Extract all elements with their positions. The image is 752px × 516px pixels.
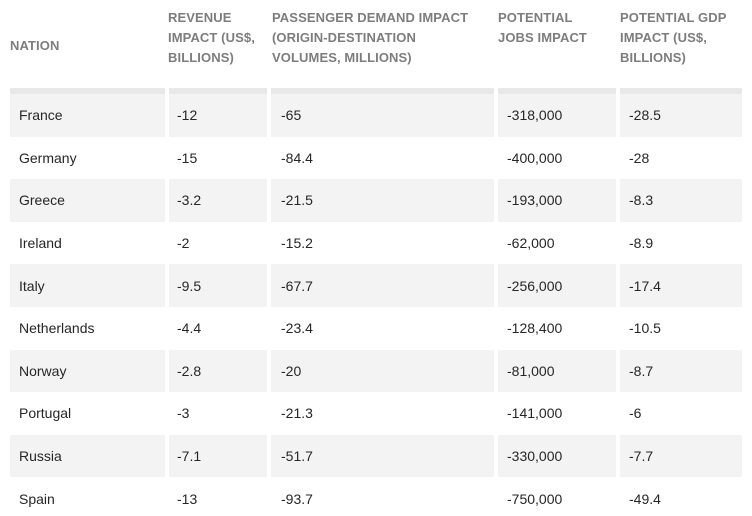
cell-revenue: -9.5 <box>177 277 202 294</box>
cell-passenger: -51.7 <box>281 448 313 465</box>
cell-jobs: -330,000 <box>507 448 563 465</box>
cell-gdp: -7.7 <box>629 448 654 465</box>
cell-nation: Norway <box>19 362 67 379</box>
table-row: Russia -7.1 -51.7 -330,000 -7.7 <box>10 434 742 478</box>
cell-passenger: -93.7 <box>281 490 313 507</box>
header-gdp-line: POTENTIAL GDP <box>620 10 727 25</box>
cell-nation: Germany <box>19 149 77 166</box>
cell-passenger: -20 <box>281 362 302 379</box>
cell-revenue: -7.1 <box>177 448 202 465</box>
column-divider <box>494 88 498 516</box>
header-gdp-line: IMPACT (US$, <box>620 30 707 45</box>
cell-jobs: -750,000 <box>507 490 563 507</box>
table-row: France -12 -65 -318,000 -28.5 <box>10 94 742 137</box>
cell-gdp: -17.4 <box>629 277 661 294</box>
cell-jobs: -318,000 <box>507 107 563 124</box>
header-nation-label: NATION <box>10 38 60 53</box>
cell-revenue: -3 <box>177 405 190 422</box>
cell-revenue: -13 <box>177 490 198 507</box>
cell-revenue: -4.4 <box>177 320 202 337</box>
cell-gdp: -28 <box>629 149 650 166</box>
cell-passenger: -84.4 <box>281 149 313 166</box>
cell-gdp: -8.7 <box>629 362 654 379</box>
cell-passenger: -67.7 <box>281 277 313 294</box>
cell-jobs: -256,000 <box>507 277 563 294</box>
cell-passenger: -15.2 <box>281 235 313 252</box>
cell-gdp: -49.4 <box>629 490 661 507</box>
cell-jobs: -81,000 <box>507 362 555 379</box>
cell-nation: Netherlands <box>19 320 95 337</box>
header-revenue: REVENUE IMPACT (US$, BILLIONS) <box>168 8 255 68</box>
cell-nation: Russia <box>19 448 62 465</box>
cell-gdp: -8.3 <box>629 192 654 209</box>
header-passenger-line: PASSENGER DEMAND IMPACT <box>272 10 469 25</box>
cell-jobs: -141,000 <box>507 405 563 422</box>
table-body: France -12 -65 -318,000 -28.5 Germany -15 -84.4… <box>10 94 742 516</box>
cell-revenue: -2.8 <box>177 362 202 379</box>
cell-revenue: -12 <box>177 107 198 124</box>
cell-passenger: -23.4 <box>281 320 313 337</box>
cell-passenger: -21.3 <box>281 405 313 422</box>
table-row: Ireland -2 -15.2 -62,000 -8.9 <box>10 222 742 265</box>
cell-nation: Greece <box>19 192 65 209</box>
cell-nation: Portugal <box>19 405 72 422</box>
header-nation: NATION <box>10 36 59 56</box>
column-divider <box>165 88 169 516</box>
cell-passenger: -21.5 <box>281 192 313 209</box>
cell-nation: Italy <box>19 277 45 294</box>
header-jobs-line: POTENTIAL <box>498 10 573 25</box>
header-divider-band <box>10 88 742 94</box>
header-passenger-line: (ORIGIN-DESTINATION <box>272 30 416 45</box>
cell-gdp: -28.5 <box>629 107 661 124</box>
cell-revenue: -3.2 <box>177 192 202 209</box>
table-row: Netherlands -4.4 -23.4 -128,400 -10.5 <box>10 307 742 350</box>
header-revenue-line: REVENUE <box>168 10 232 25</box>
cell-jobs: -193,000 <box>507 192 563 209</box>
table-row: Greece -3.2 -21.5 -193,000 -8.3 <box>10 179 742 222</box>
cell-passenger: -65 <box>281 107 302 124</box>
header-jobs: POTENTIAL JOBS IMPACT <box>498 8 587 48</box>
cell-jobs: -128,400 <box>507 320 563 337</box>
column-divider <box>267 88 271 516</box>
table-row: Spain -13 -93.7 -750,000 -49.4 <box>10 477 742 516</box>
cell-nation: France <box>19 107 63 124</box>
cell-gdp: -6 <box>629 405 642 422</box>
header-revenue-line: IMPACT (US$, <box>168 30 255 45</box>
cell-nation: Ireland <box>19 235 62 252</box>
header-passenger-line: VOLUMES, MILLIONS) <box>272 50 412 65</box>
table-header: NATION REVENUE IMPACT (US$, BILLIONS) PA… <box>0 0 752 88</box>
header-gdp-line: BILLIONS) <box>620 50 686 65</box>
table-row: Portugal -3 -21.3 -141,000 -6 <box>10 392 742 435</box>
header-passenger: PASSENGER DEMAND IMPACT (ORIGIN-DESTINAT… <box>272 8 468 68</box>
table-row: Germany -15 -84.4 -400,000 -28 <box>10 137 742 180</box>
cell-jobs: -400,000 <box>507 149 563 166</box>
cell-gdp: -8.9 <box>629 235 654 252</box>
header-revenue-line: BILLIONS) <box>168 50 234 65</box>
cell-jobs: -62,000 <box>507 235 555 252</box>
table-row: Norway -2.8 -20 -81,000 -8.7 <box>10 349 742 393</box>
cell-revenue: -2 <box>177 235 190 252</box>
header-jobs-line: JOBS IMPACT <box>498 30 587 45</box>
table-row: Italy -9.5 -67.7 -256,000 -17.4 <box>10 264 742 307</box>
cell-revenue: -15 <box>177 149 198 166</box>
header-gdp: POTENTIAL GDP IMPACT (US$, BILLIONS) <box>620 8 727 68</box>
cell-nation: Spain <box>19 490 55 507</box>
cell-gdp: -10.5 <box>629 320 661 337</box>
column-divider <box>616 88 620 516</box>
